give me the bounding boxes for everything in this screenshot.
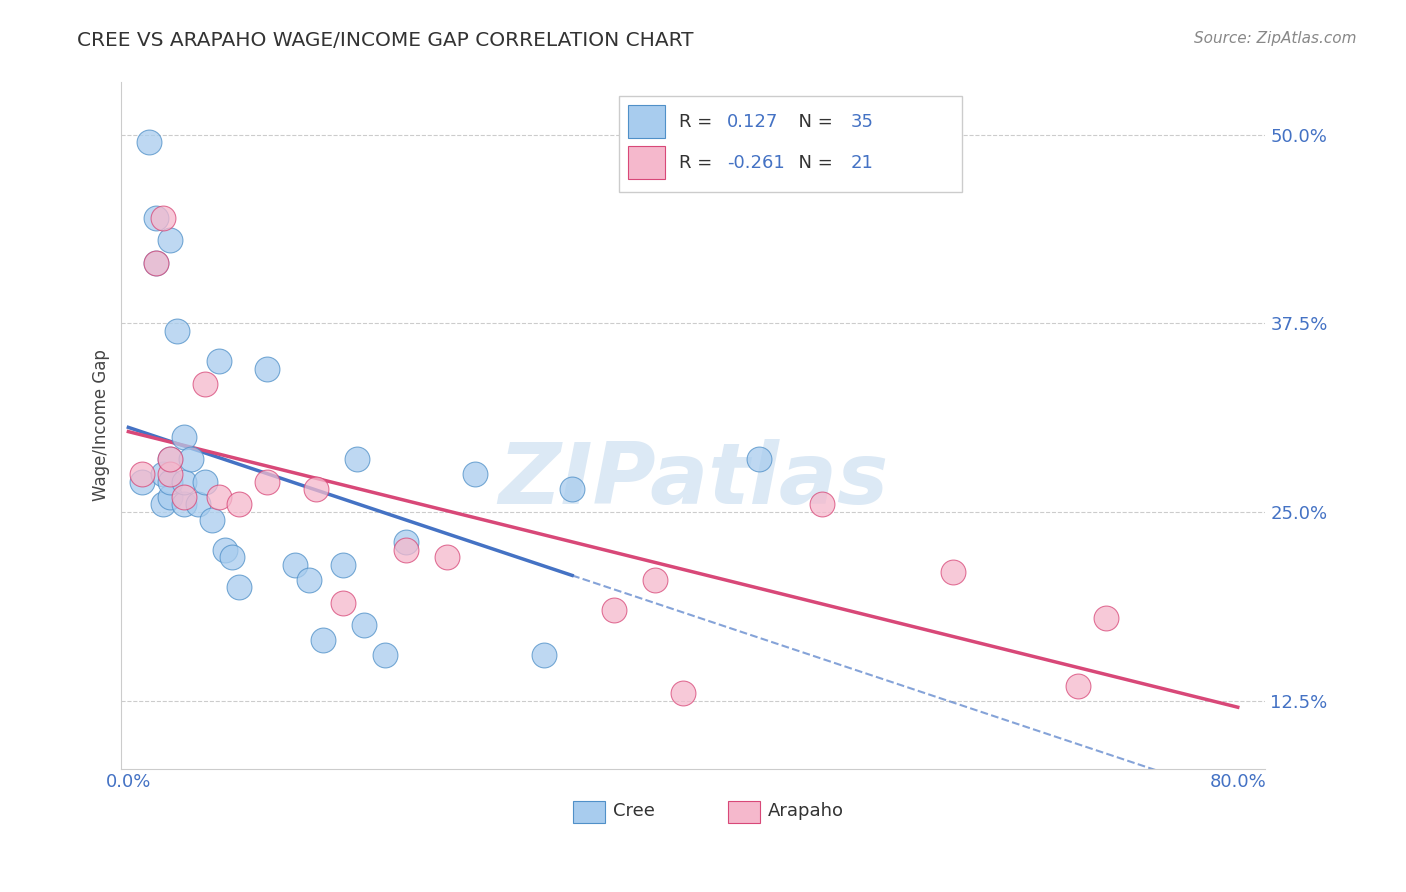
Point	[256, 361, 278, 376]
Point	[346, 452, 368, 467]
Y-axis label: Wage/Income Gap: Wage/Income Gap	[93, 350, 110, 501]
Point	[173, 429, 195, 443]
Point	[221, 550, 243, 565]
Point	[332, 558, 354, 572]
Point	[533, 648, 555, 663]
Point	[395, 542, 418, 557]
Point	[159, 467, 181, 482]
Point	[284, 558, 307, 572]
Point	[332, 595, 354, 609]
Point	[152, 498, 174, 512]
Point	[942, 566, 965, 580]
Text: R =: R =	[679, 154, 717, 172]
Point	[145, 256, 167, 270]
Point	[159, 233, 181, 247]
Point	[187, 498, 209, 512]
Point	[1067, 679, 1090, 693]
Text: ZIPatlas: ZIPatlas	[498, 439, 889, 522]
Point	[311, 633, 333, 648]
FancyBboxPatch shape	[574, 802, 606, 823]
Point	[228, 498, 250, 512]
FancyBboxPatch shape	[619, 95, 962, 192]
Point	[159, 490, 181, 504]
Point	[173, 490, 195, 504]
Point	[152, 467, 174, 482]
Point	[131, 475, 153, 489]
Point	[748, 452, 770, 467]
Point	[256, 475, 278, 489]
Point	[145, 256, 167, 270]
Point	[207, 490, 229, 504]
Point	[166, 324, 188, 338]
Point	[131, 467, 153, 482]
Point	[173, 498, 195, 512]
Text: N =: N =	[787, 154, 839, 172]
Text: 0.127: 0.127	[727, 112, 778, 131]
Point	[298, 573, 321, 587]
Text: Source: ZipAtlas.com: Source: ZipAtlas.com	[1194, 31, 1357, 46]
Point	[228, 581, 250, 595]
Text: Arapaho: Arapaho	[768, 802, 844, 820]
Point	[159, 452, 181, 467]
Text: N =: N =	[787, 112, 839, 131]
Point	[138, 135, 160, 149]
Text: Cree: Cree	[613, 802, 655, 820]
Point	[159, 475, 181, 489]
Point	[395, 535, 418, 549]
Point	[304, 483, 326, 497]
Point	[644, 573, 666, 587]
Point	[207, 354, 229, 368]
Point	[374, 648, 396, 663]
FancyBboxPatch shape	[628, 146, 665, 179]
FancyBboxPatch shape	[628, 105, 665, 138]
Point	[810, 498, 832, 512]
Point	[180, 452, 202, 467]
Point	[353, 618, 375, 632]
Point	[214, 542, 236, 557]
Point	[200, 512, 222, 526]
Text: R =: R =	[679, 112, 717, 131]
FancyBboxPatch shape	[728, 802, 759, 823]
Point	[194, 376, 217, 391]
Point	[159, 452, 181, 467]
Point	[672, 686, 695, 700]
Text: 21: 21	[851, 154, 873, 172]
Point	[173, 475, 195, 489]
Point	[145, 211, 167, 225]
Text: -0.261: -0.261	[727, 154, 785, 172]
Point	[561, 483, 583, 497]
Point	[464, 467, 486, 482]
Text: CREE VS ARAPAHO WAGE/INCOME GAP CORRELATION CHART: CREE VS ARAPAHO WAGE/INCOME GAP CORRELAT…	[77, 31, 693, 50]
Text: 35: 35	[851, 112, 873, 131]
Point	[1095, 610, 1118, 624]
Point	[603, 603, 626, 617]
Point	[152, 211, 174, 225]
Point	[194, 475, 217, 489]
Point	[436, 550, 458, 565]
